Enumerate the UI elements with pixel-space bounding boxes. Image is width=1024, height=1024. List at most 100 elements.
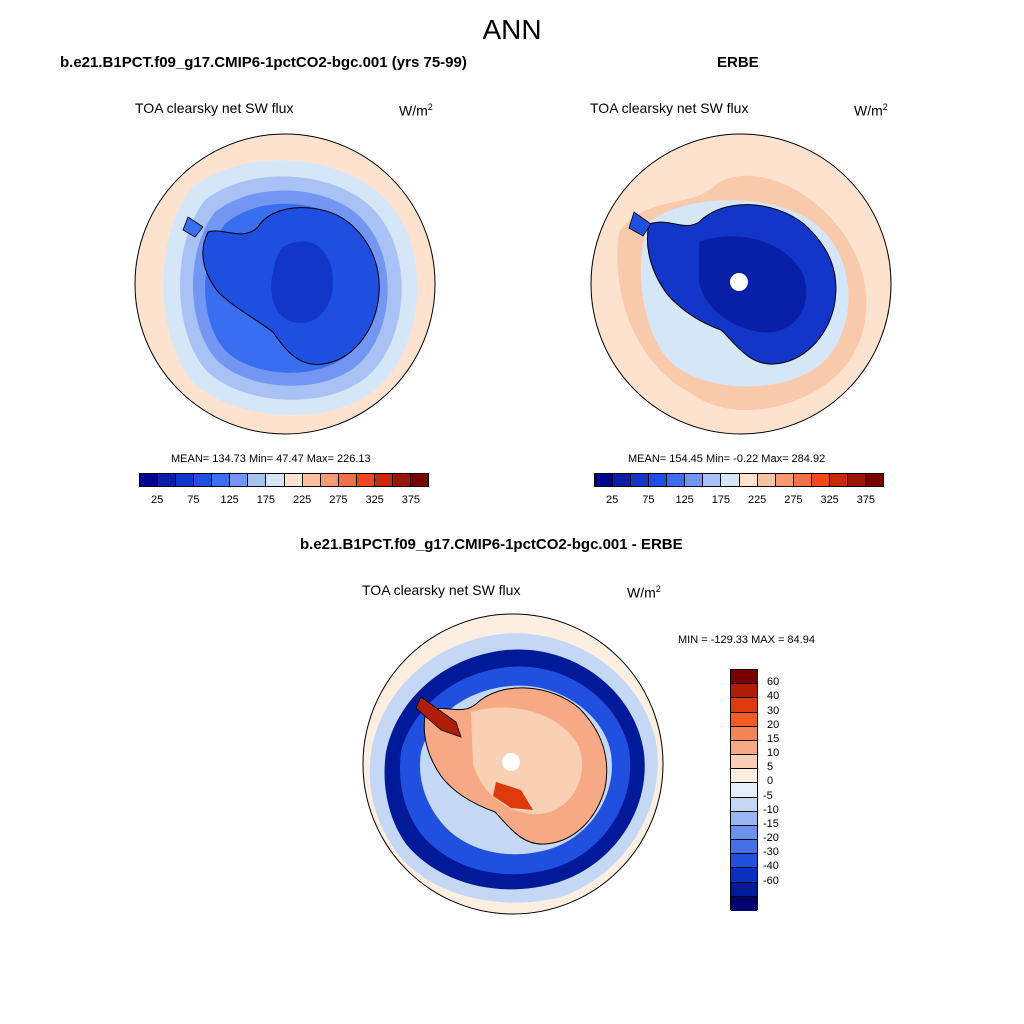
model-variable-label: TOA clearsky net SW flux — [135, 100, 294, 116]
obs-panel-title: ERBE — [717, 54, 759, 71]
colorbar-tick-label: 225 — [747, 494, 767, 506]
colorbar-tick-label: 30 — [767, 704, 780, 717]
colorbar-swatch — [176, 474, 195, 486]
colorbar-swatch — [284, 474, 303, 486]
colorbar-swatch — [703, 474, 722, 486]
colorbar-swatch — [731, 684, 757, 699]
colorbar-swatch — [865, 474, 883, 486]
colorbar-swatch — [731, 825, 757, 841]
colorbar-swatch — [140, 474, 159, 486]
colorbar-tick-label: 75 — [187, 494, 200, 506]
colorbar-swatch — [248, 474, 267, 486]
diff-variable-label: TOA clearsky net SW flux — [362, 582, 521, 598]
colorbar-tick-label: 10 — [767, 747, 780, 760]
colorbar-tick-label: 375 — [856, 494, 876, 506]
obs-polar-map — [590, 133, 892, 435]
colorbar-swatch — [731, 882, 757, 897]
colorbar-swatch — [320, 474, 339, 486]
colorbar-tick-label: 20 — [767, 718, 780, 731]
colorbar-tick-label: 5 — [767, 761, 774, 774]
colorbar-swatch — [374, 474, 393, 486]
colorbar-tick-label: 0 — [767, 775, 774, 788]
colorbar-tick-label: 15 — [767, 732, 780, 745]
colorbar-swatch — [212, 474, 231, 486]
colorbar-tick-label: -20 — [763, 832, 779, 845]
colorbar-tick-label: -10 — [763, 803, 779, 816]
obs-colorbar-ticks: 25 75 125 175 225 275 325 375 — [594, 494, 884, 508]
colorbar-swatch — [757, 474, 776, 486]
colorbar-tick-label: -60 — [763, 874, 779, 887]
diff-colorbar-ticks: 60 40 30 20 15 10 5 0 -5 -10 -15 -20 -30 -40 -60 — [763, 669, 803, 910]
colorbar-swatch — [667, 474, 686, 486]
diff-polar-map — [362, 613, 664, 915]
colorbar-tick-label: -15 — [763, 817, 779, 830]
colorbar-tick-label: 275 — [329, 494, 348, 506]
diff-colorbar — [730, 669, 758, 911]
colorbar-tick-label: 25 — [606, 494, 619, 506]
model-panel-title: b.e21.B1PCT.f09_g17.CMIP6-1pctCO2-bgc.00… — [60, 54, 467, 71]
colorbar-tick-label: 175 — [256, 494, 276, 506]
colorbar-tick-label: 125 — [675, 494, 694, 506]
model-polar-map — [134, 133, 436, 435]
colorbar-tick-label: 75 — [642, 494, 655, 506]
colorbar-swatch — [731, 769, 757, 784]
colorbar-swatch — [731, 670, 757, 685]
colorbar-swatch — [731, 712, 757, 727]
colorbar-tick-label: 275 — [784, 494, 803, 506]
colorbar-tick-label: 175 — [711, 494, 731, 506]
colorbar-tick-label: -40 — [763, 860, 779, 873]
colorbar-swatch — [739, 474, 758, 486]
colorbar-swatch — [194, 474, 213, 486]
obs-stats: MEAN= 154.45 Min= -0.22 Max= 284.92 — [628, 453, 826, 465]
colorbar-tick-label: -30 — [763, 846, 779, 859]
model-colorbar-ticks: 25 75 125 175 225 275 325 375 — [139, 494, 429, 508]
colorbar-swatch — [613, 474, 632, 486]
colorbar-swatch — [793, 474, 812, 486]
colorbar-swatch — [649, 474, 668, 486]
colorbar-swatch — [847, 474, 866, 486]
obs-colorbar — [594, 473, 884, 487]
colorbar-swatch — [731, 797, 757, 812]
colorbar-swatch — [338, 474, 357, 486]
colorbar-swatch — [731, 868, 757, 883]
colorbar-swatch — [230, 474, 249, 486]
colorbar-swatch — [731, 698, 757, 713]
main-title: ANN — [482, 14, 542, 45]
colorbar-tick-label: 225 — [292, 494, 312, 506]
colorbar-swatch — [356, 474, 375, 486]
colorbar-swatch — [721, 474, 740, 486]
colorbar-tick-label: 325 — [820, 494, 839, 506]
colorbar-swatch — [731, 854, 757, 869]
obs-variable-label: TOA clearsky net SW flux — [590, 100, 749, 116]
colorbar-tick-label: 60 — [767, 676, 780, 689]
colorbar-tick-label: 40 — [767, 690, 780, 703]
colorbar-swatch — [392, 474, 411, 486]
colorbar-swatch — [631, 474, 650, 486]
colorbar-swatch — [685, 474, 704, 486]
colorbar-swatch — [731, 783, 757, 798]
model-colorbar — [139, 473, 429, 487]
colorbar-swatch — [731, 740, 757, 756]
obs-units-label: W/m2 — [854, 102, 888, 119]
colorbar-tick-label: -5 — [763, 789, 773, 802]
colorbar-swatch — [731, 811, 757, 826]
colorbar-swatch — [266, 474, 285, 486]
colorbar-swatch — [811, 474, 830, 486]
diff-stats: MIN = -129.33 MAX = 84.94 — [678, 634, 815, 646]
colorbar-tick-label: 125 — [220, 494, 239, 506]
colorbar-tick-label: 25 — [151, 494, 164, 506]
colorbar-swatch — [595, 474, 614, 486]
model-units-label: W/m2 — [399, 102, 433, 119]
colorbar-swatch — [731, 840, 757, 855]
colorbar-swatch — [158, 474, 177, 486]
colorbar-swatch — [302, 474, 321, 486]
colorbar-swatch — [775, 474, 794, 486]
diff-units-label: W/m2 — [627, 584, 661, 601]
colorbar-swatch — [829, 474, 848, 486]
colorbar-tick-label: 375 — [401, 494, 421, 506]
diff-panel-title: b.e21.B1PCT.f09_g17.CMIP6-1pctCO2-bgc.00… — [300, 536, 683, 553]
model-stats: MEAN= 134.73 Min= 47.47 Max= 226.13 — [171, 453, 371, 465]
colorbar-tick-label: 325 — [365, 494, 384, 506]
colorbar-swatch — [731, 726, 757, 741]
colorbar-swatch — [410, 474, 428, 486]
